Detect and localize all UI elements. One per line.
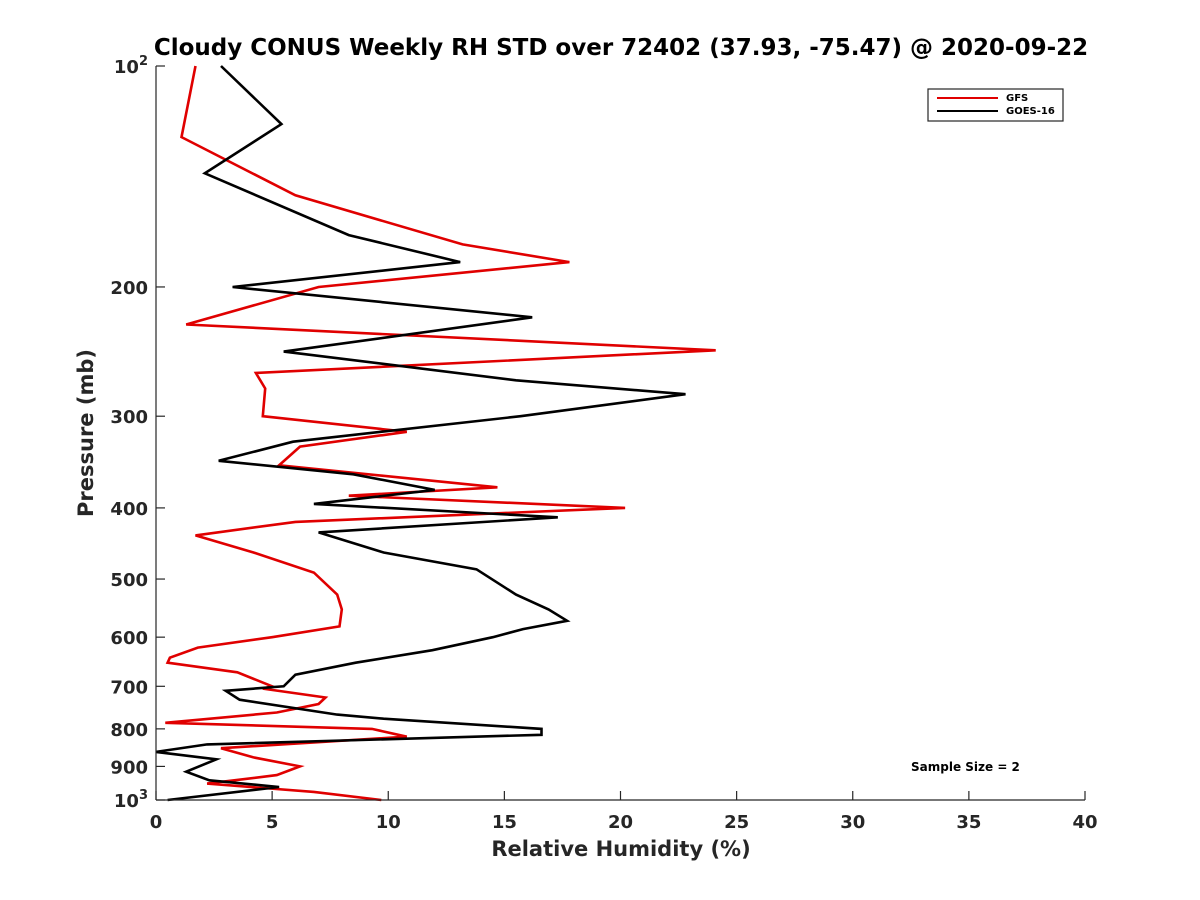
legend-label-goes16: GOES-16: [1006, 106, 1055, 117]
x-tick-label: 5: [266, 812, 279, 833]
y-tick-label: 300: [110, 407, 148, 428]
y-tick-label: 600: [110, 628, 148, 649]
y-tick-label: 200: [110, 278, 148, 299]
x-tick-label: 35: [956, 812, 981, 833]
x-tick-label: 40: [1072, 812, 1097, 833]
sample-size-annotation: Sample Size = 2: [911, 760, 1020, 774]
x-tick-label: 15: [492, 812, 517, 833]
plot-area: 0 5 10 15 20 25 30 35 40 102 200 300 400 500 600 700 80…: [110, 54, 1097, 833]
legend-label-gfs: GFS: [1006, 93, 1028, 104]
x-tick-label: 25: [724, 812, 749, 833]
y-tick-label: 500: [110, 570, 148, 591]
x-tick-label: 0: [150, 812, 163, 833]
x-tick-label: 30: [840, 812, 865, 833]
chart-title: Cloudy CONUS Weekly RH STD over 72402 (3…: [154, 35, 1088, 61]
y-axis-ticks: 102 200 300 400 500 600 700 800 900 103: [110, 54, 165, 812]
x-axis-ticks: 0 5 10 15 20 25 30 35 40: [150, 791, 1098, 833]
y-tick-label: 400: [110, 499, 148, 520]
y-tick-label: 900: [110, 757, 148, 778]
plot-background: [156, 66, 1085, 800]
legend: GFS GOES-16: [927, 88, 1064, 122]
y-tick-label: 102: [114, 54, 148, 78]
series-layer: [155, 65, 716, 802]
series-line-gfs: [165, 65, 716, 802]
y-axis-label: Pressure (mb): [74, 349, 98, 517]
series-line-goes16: [155, 65, 686, 802]
x-axis-label: Relative Humidity (%): [491, 837, 750, 861]
x-tick-label: 10: [376, 812, 401, 833]
legend-box: [927, 88, 1064, 122]
y-tick-label: 800: [110, 720, 148, 741]
y-tick-label: 700: [110, 677, 148, 698]
y-tick-label: 103: [114, 788, 148, 812]
x-tick-label: 20: [608, 812, 633, 833]
